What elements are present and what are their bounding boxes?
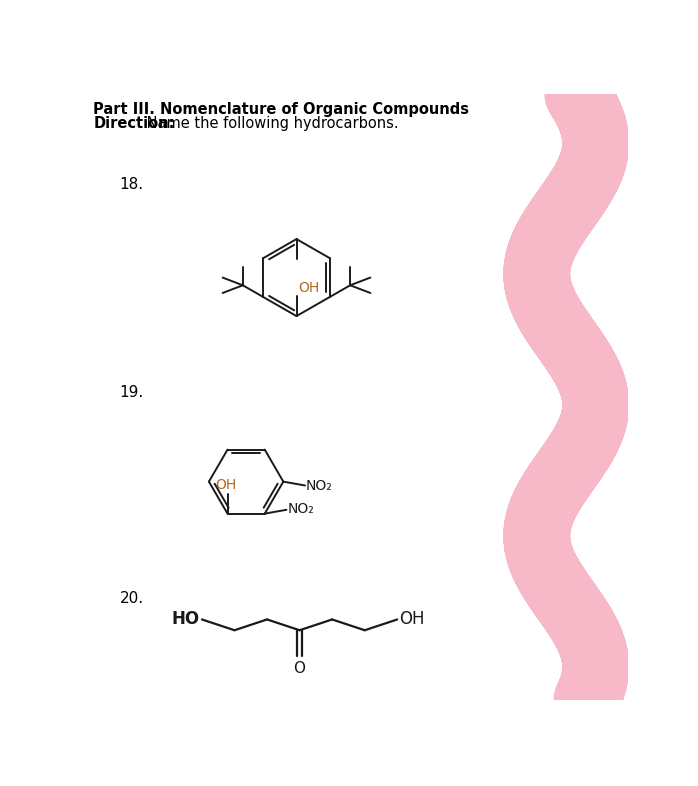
Text: OH: OH: [216, 478, 237, 492]
Text: OH: OH: [298, 281, 319, 296]
Text: Name the following hydrocarbons.: Name the following hydrocarbons.: [142, 116, 398, 131]
Text: 20.: 20.: [120, 591, 144, 606]
Text: OH: OH: [399, 611, 425, 629]
Text: 18.: 18.: [120, 178, 144, 193]
Text: Part III. Nomenclature of Organic Compounds: Part III. Nomenclature of Organic Compou…: [94, 102, 470, 117]
Text: NO₂: NO₂: [287, 502, 314, 516]
Text: Direction:: Direction:: [94, 116, 175, 131]
Text: 19.: 19.: [120, 385, 144, 400]
Text: O: O: [294, 661, 306, 676]
Text: HO: HO: [172, 611, 200, 629]
Text: NO₂: NO₂: [306, 479, 332, 494]
